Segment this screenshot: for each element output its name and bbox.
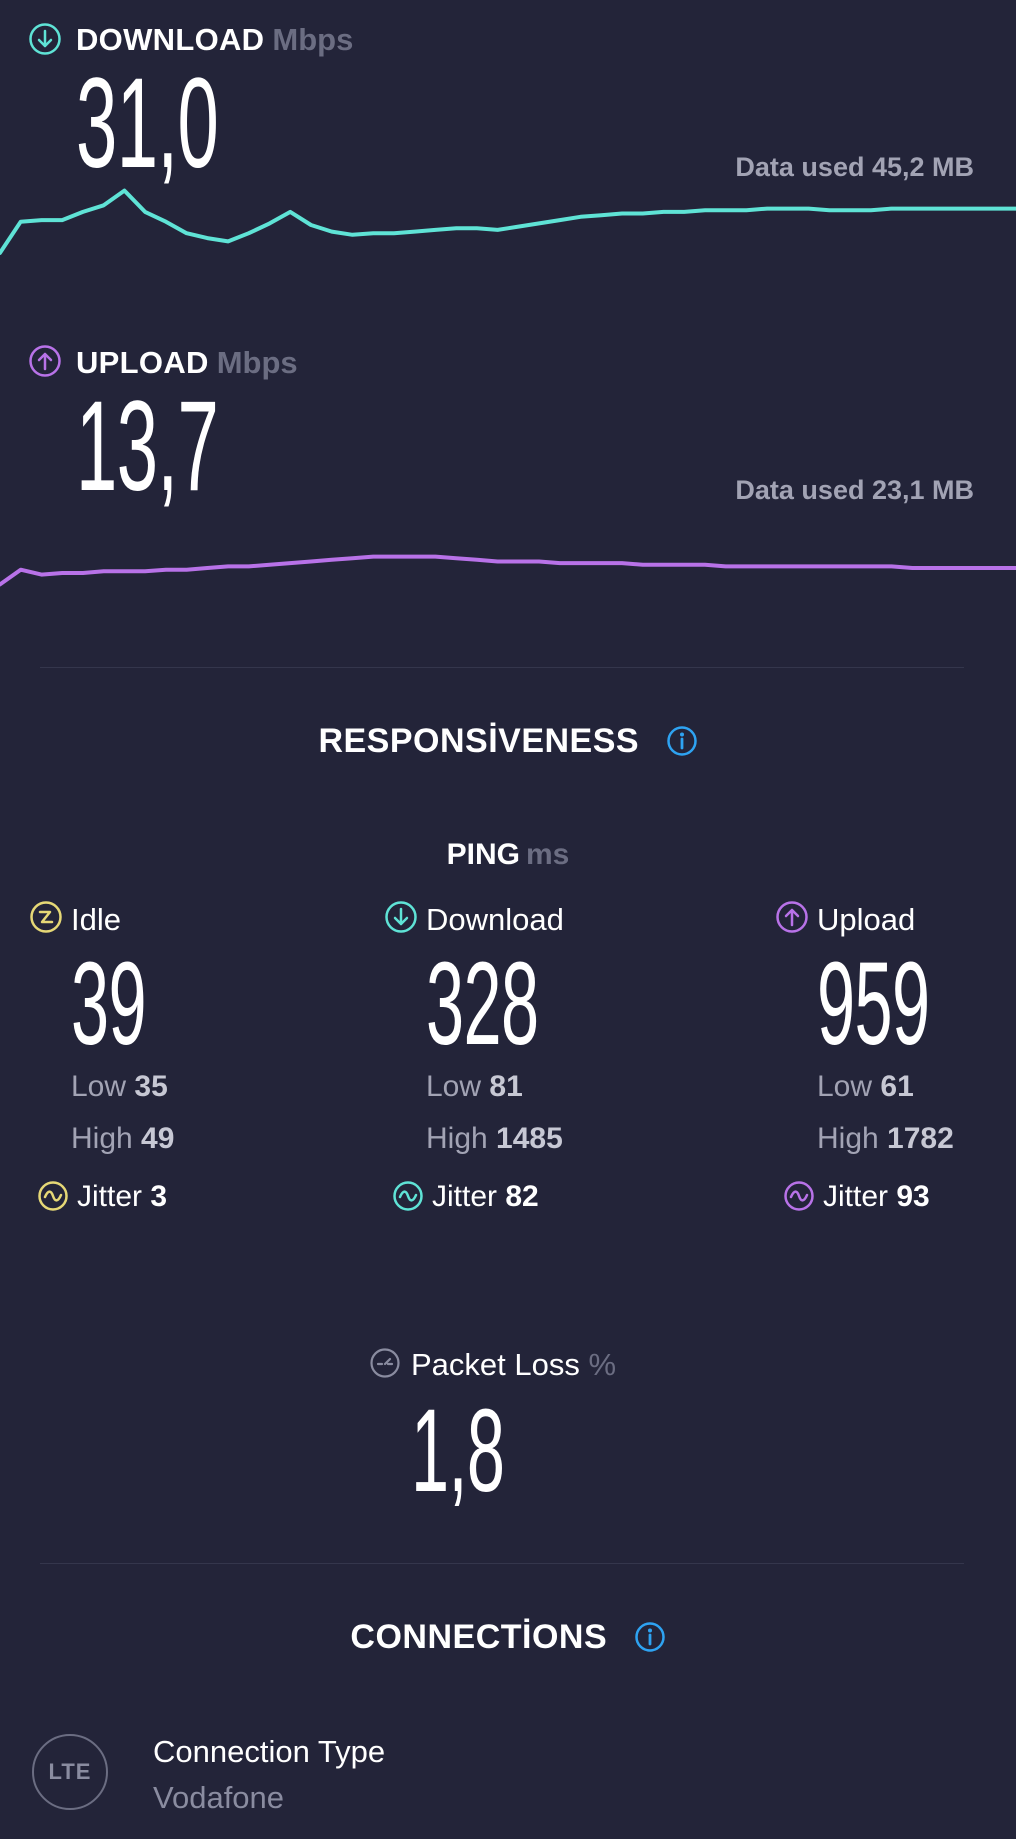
ping-header: PING ms (0, 838, 1016, 872)
jitter-label: Jitter (823, 1180, 889, 1213)
ping-upload-low: Low 61 (817, 1070, 914, 1104)
low-label: Low (71, 1070, 127, 1103)
ping-download-low: Low 81 (426, 1070, 523, 1104)
jitter-value: 82 (505, 1180, 539, 1213)
ping-download-label: Download (426, 902, 564, 937)
upload-arrow-icon (29, 345, 61, 377)
jitter-label: Jitter (432, 1180, 498, 1213)
packet-loss-value: 1,8 (411, 1385, 505, 1517)
download-arrow-icon (385, 901, 417, 933)
high-label: High (426, 1122, 488, 1155)
info-icon[interactable] (634, 1621, 666, 1653)
responsiveness-header: RESPONSİVENESS (0, 722, 1016, 761)
download-data-used: Data used 45,2 MB (735, 152, 974, 182)
ping-unit: ms (526, 838, 570, 871)
download-speed-value: 31,0 (76, 52, 219, 195)
gauge-icon (370, 1348, 400, 1378)
ping-idle-low: Low 35 (71, 1070, 168, 1104)
connection-type-label: Connection Type (153, 1734, 386, 1769)
ping-idle-label: Idle (71, 902, 121, 937)
download-speed-graph (0, 188, 1016, 255)
ping-upload-jitter: Jitter 93 (823, 1180, 930, 1214)
upload-label: UPLOAD (76, 345, 209, 380)
high-value: 1782 (887, 1122, 954, 1155)
packet-loss-label-row: Packet Loss % (411, 1347, 616, 1383)
upload-arrow-icon (776, 901, 808, 933)
connections-title: CONNECTİONS (350, 1618, 608, 1656)
upload-speed-value: 13,7 (76, 375, 219, 518)
jitter-label: Jitter (77, 1180, 143, 1213)
connection-provider: Vodafone (153, 1780, 285, 1815)
lte-badge-text: LTE (48, 1759, 92, 1784)
packet-loss-label: Packet Loss (411, 1347, 580, 1382)
upload-unit: Mbps (216, 345, 298, 380)
low-value: 35 (134, 1070, 168, 1103)
info-icon[interactable] (666, 725, 698, 757)
packet-loss-unit: % (588, 1347, 617, 1382)
jitter-value: 93 (896, 1180, 930, 1213)
download-graph-line (0, 188, 1016, 255)
low-label: Low (817, 1070, 873, 1103)
upload-speed-graph (0, 554, 1016, 587)
lte-badge-icon: LTE (32, 1734, 108, 1810)
low-value: 61 (880, 1070, 914, 1103)
upload-graph-line (0, 554, 1016, 587)
jitter-icon (393, 1181, 423, 1211)
low-label: Low (426, 1070, 482, 1103)
high-value: 1485 (496, 1122, 563, 1155)
ping-label: PING (446, 838, 520, 871)
ping-download-value: 328 (426, 938, 539, 1070)
ping-upload-value: 959 (817, 938, 930, 1070)
ping-download-high: High 1485 (426, 1122, 563, 1156)
download-label: DOWNLOAD (76, 22, 265, 57)
ping-upload-label: Upload (817, 902, 916, 937)
low-value: 81 (489, 1070, 523, 1103)
high-value: 49 (141, 1122, 175, 1155)
section-divider (40, 1563, 964, 1564)
ping-idle-high: High 49 (71, 1122, 174, 1156)
connections-header: CONNECTİONS (0, 1618, 1016, 1657)
download-unit: Mbps (272, 22, 354, 57)
download-arrow-icon (29, 23, 61, 55)
ping-upload-high: High 1782 (817, 1122, 954, 1156)
ping-idle-jitter: Jitter 3 (77, 1180, 167, 1214)
lightning-icon (30, 901, 62, 933)
ping-idle-value: 39 (71, 938, 147, 1070)
responsiveness-title: RESPONSİVENESS (318, 722, 640, 760)
ping-download-jitter: Jitter 82 (432, 1180, 539, 1214)
jitter-icon (38, 1181, 68, 1211)
section-divider (40, 667, 964, 668)
jitter-value: 3 (150, 1180, 168, 1213)
high-label: High (817, 1122, 879, 1155)
jitter-icon (784, 1181, 814, 1211)
upload-data-used: Data used 23,1 MB (735, 475, 974, 505)
high-label: High (71, 1122, 133, 1155)
